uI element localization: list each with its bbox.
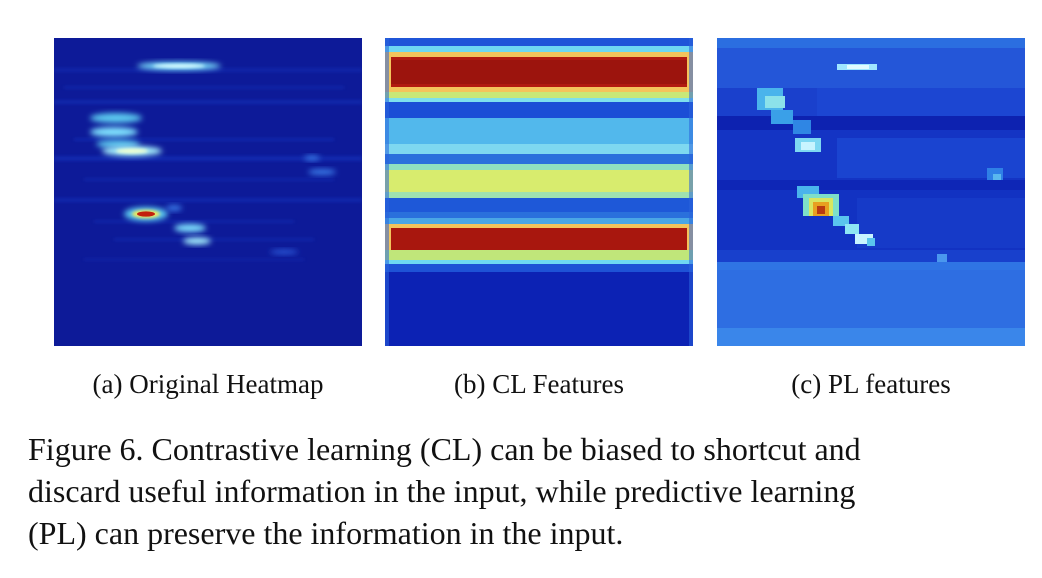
- original-heatmap-panel: [54, 38, 362, 346]
- caption-line: (PL) can preserve the information in the…: [28, 515, 624, 551]
- caption-line: discard useful information in the input,…: [28, 473, 856, 509]
- subcaption-original-heatmap: (a) Original Heatmap: [92, 369, 324, 399]
- subcaption-cl-features: (b) CL Features: [454, 369, 624, 399]
- caption-line: Figure 6. Contrastive learning (CL) can …: [28, 431, 861, 467]
- cl-features-panel: [385, 38, 693, 346]
- figure-caption: Figure 6. Contrastive learning (CL) can …: [28, 428, 1028, 554]
- subcaption-pl-features: (c) PL features: [791, 369, 951, 399]
- cl-features-image: [385, 38, 693, 346]
- original-heatmap-image: [54, 38, 362, 346]
- pl-features-panel: [717, 38, 1025, 346]
- pl-features-image: [717, 38, 1025, 346]
